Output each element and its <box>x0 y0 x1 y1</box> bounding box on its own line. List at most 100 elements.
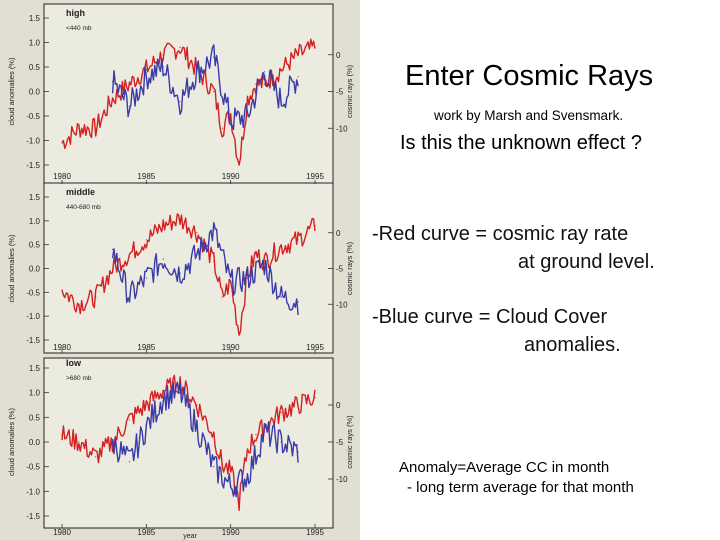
data-point <box>128 253 131 255</box>
red-curve-bullet: -Red curve = cosmic ray rate at ground l… <box>372 220 655 276</box>
data-point <box>246 277 249 279</box>
data-point <box>297 239 299 241</box>
data-point <box>95 127 97 129</box>
panel-label-low: low <box>66 358 82 368</box>
y2-tick-label: -10 <box>336 124 348 133</box>
y2-axis-label: cosmic rays (%) <box>345 415 354 469</box>
y-tick-label: 1.0 <box>29 389 41 398</box>
y-axis-label: cloud anomalies (%) <box>7 408 16 476</box>
data-point <box>230 112 232 115</box>
data-point <box>78 127 80 129</box>
data-point <box>230 471 232 473</box>
data-point <box>314 46 316 49</box>
data-point <box>112 248 114 251</box>
y-tick-label: -0.5 <box>26 288 40 297</box>
blue-curve-bullet: -Blue curve = Cloud Cover anomalies. <box>372 303 621 359</box>
y-axis-label: cloud anomalies (%) <box>7 57 16 125</box>
x-tick-label: 1985 <box>137 528 155 537</box>
cloud-cosmic-ray-figure: high <440 mb 1.5 1.0 0.5 0.0 -0.5 -1.0 -1.5 0 -5 -1… <box>0 0 360 540</box>
data-point <box>246 98 249 100</box>
y-tick-label: 1.0 <box>29 39 41 48</box>
x-tick-label: 1995 <box>306 528 324 537</box>
data-point <box>221 463 223 465</box>
cloud-anomaly-series-low <box>111 380 299 498</box>
data-point <box>280 441 282 443</box>
panel-label-high: high <box>66 8 85 18</box>
data-point <box>238 164 240 166</box>
x-tick-label: 1980 <box>53 172 71 181</box>
data-point <box>196 404 198 406</box>
data-point <box>280 296 282 298</box>
red-curve-line-2: at ground level. <box>518 251 655 273</box>
level-label-high: <440 mb <box>66 25 92 32</box>
figure-content: high <440 mb 1.5 1.0 0.5 0.0 -0.5 -1.0 -1.5 0 -5 -1… <box>7 8 354 540</box>
data-point <box>179 46 181 49</box>
y2-tick-label: -5 <box>336 265 344 274</box>
data-point <box>263 431 265 433</box>
data-point <box>112 267 114 270</box>
data-point <box>61 142 63 144</box>
data-point <box>196 426 198 428</box>
data-point <box>280 68 282 71</box>
slide-title: Enter Cosmic Rays <box>405 60 654 92</box>
data-point <box>213 260 215 262</box>
y-tick-label: 0.5 <box>29 241 41 250</box>
cloud-anomaly-series-middle <box>111 222 299 316</box>
data-point <box>255 434 257 436</box>
x-tick-label: 1985 <box>137 343 155 352</box>
data-point <box>297 404 299 406</box>
data-point <box>179 392 181 394</box>
data-point <box>263 71 265 73</box>
cloud-anomaly-series-high <box>111 44 299 131</box>
y-tick-label: -0.5 <box>26 463 40 472</box>
slide-question: Is this the unknown effect ? <box>400 132 643 154</box>
data-point <box>95 296 97 298</box>
y-tick-label: 0.5 <box>29 413 41 422</box>
data-point <box>263 83 265 85</box>
x-tick-label: 1990 <box>222 343 240 352</box>
y-tick-label: -1.5 <box>26 161 40 170</box>
blue-curve-line-1: -Blue curve = Cloud Cover <box>372 306 608 328</box>
y-tick-label: 1.0 <box>29 217 41 226</box>
y2-tick-label: 0 <box>336 401 341 410</box>
slide-credit: work by Marsh and Svensmark. <box>434 108 624 123</box>
data-point <box>162 54 164 56</box>
data-point <box>255 253 257 255</box>
data-point <box>95 456 97 458</box>
data-point <box>255 83 257 85</box>
data-point <box>128 83 131 85</box>
red-curve-line-1: -Red curve = cosmic ray rate <box>372 223 629 245</box>
data-point <box>238 332 240 334</box>
blue-curve-line-2: anomalies. <box>524 334 621 356</box>
data-point <box>246 115 249 117</box>
y-tick-label: -1.0 <box>26 312 40 321</box>
data-point <box>280 100 282 102</box>
cosmic-ray-series-middle <box>61 213 316 336</box>
data-point <box>280 246 282 248</box>
data-point <box>230 120 232 122</box>
y-tick-label: 0.5 <box>29 63 41 72</box>
y2-tick-label: 0 <box>336 51 341 60</box>
data-point <box>221 296 223 298</box>
data-point <box>280 411 282 413</box>
cosmic-ray-series-high <box>61 38 316 166</box>
data-point <box>78 441 80 443</box>
data-point <box>213 90 215 93</box>
anomaly-definition-line-1: Anomaly=Average CC in month <box>399 459 610 476</box>
data-point <box>213 229 215 231</box>
x-tick-label: 1990 <box>222 172 240 181</box>
data-point <box>162 389 164 391</box>
data-point <box>145 404 147 406</box>
data-point <box>128 296 131 298</box>
y-tick-label: -1.0 <box>26 487 40 496</box>
data-point <box>162 258 164 260</box>
data-point <box>112 81 114 83</box>
x-tick-label: 1985 <box>137 172 155 181</box>
data-point <box>128 461 131 463</box>
anomaly-definition-line-2: - long term average for that month <box>407 479 634 496</box>
y2-axis-label: cosmic rays (%) <box>345 64 354 118</box>
y-tick-label: 0.0 <box>29 88 41 97</box>
y-tick-label: 1.5 <box>29 14 41 23</box>
data-point <box>314 397 316 399</box>
data-point <box>179 217 181 220</box>
